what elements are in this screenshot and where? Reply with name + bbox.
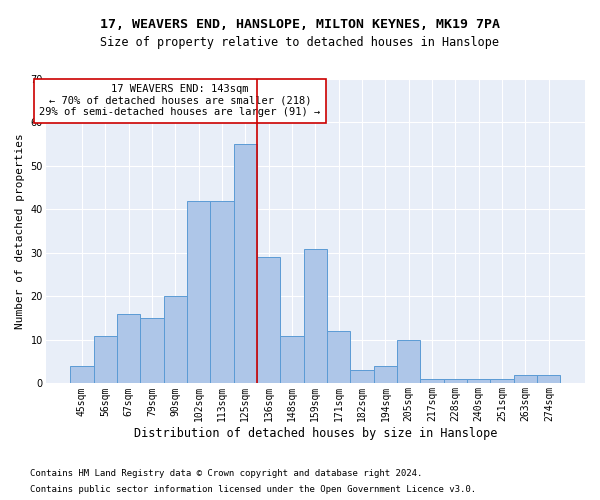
Text: Contains HM Land Registry data © Crown copyright and database right 2024.: Contains HM Land Registry data © Crown c… bbox=[30, 468, 422, 477]
Bar bbox=[537, 374, 560, 384]
Bar bbox=[210, 201, 233, 384]
Bar bbox=[280, 336, 304, 384]
Bar bbox=[117, 314, 140, 384]
Bar bbox=[187, 201, 210, 384]
Bar bbox=[421, 379, 444, 384]
Bar bbox=[164, 296, 187, 384]
Bar bbox=[257, 258, 280, 384]
Text: Size of property relative to detached houses in Hanslope: Size of property relative to detached ho… bbox=[101, 36, 499, 49]
X-axis label: Distribution of detached houses by size in Hanslope: Distribution of detached houses by size … bbox=[134, 427, 497, 440]
Text: 17, WEAVERS END, HANSLOPE, MILTON KEYNES, MK19 7PA: 17, WEAVERS END, HANSLOPE, MILTON KEYNES… bbox=[100, 18, 500, 30]
Y-axis label: Number of detached properties: Number of detached properties bbox=[15, 134, 25, 329]
Bar bbox=[140, 318, 164, 384]
Bar bbox=[304, 248, 327, 384]
Bar bbox=[514, 374, 537, 384]
Bar bbox=[490, 379, 514, 384]
Bar bbox=[70, 366, 94, 384]
Bar bbox=[350, 370, 374, 384]
Bar bbox=[444, 379, 467, 384]
Bar bbox=[467, 379, 490, 384]
Text: Contains public sector information licensed under the Open Government Licence v3: Contains public sector information licen… bbox=[30, 485, 476, 494]
Bar bbox=[327, 331, 350, 384]
Bar bbox=[233, 144, 257, 384]
Text: 17 WEAVERS END: 143sqm
← 70% of detached houses are smaller (218)
29% of semi-de: 17 WEAVERS END: 143sqm ← 70% of detached… bbox=[40, 84, 320, 117]
Bar bbox=[397, 340, 421, 384]
Bar bbox=[374, 366, 397, 384]
Bar bbox=[94, 336, 117, 384]
